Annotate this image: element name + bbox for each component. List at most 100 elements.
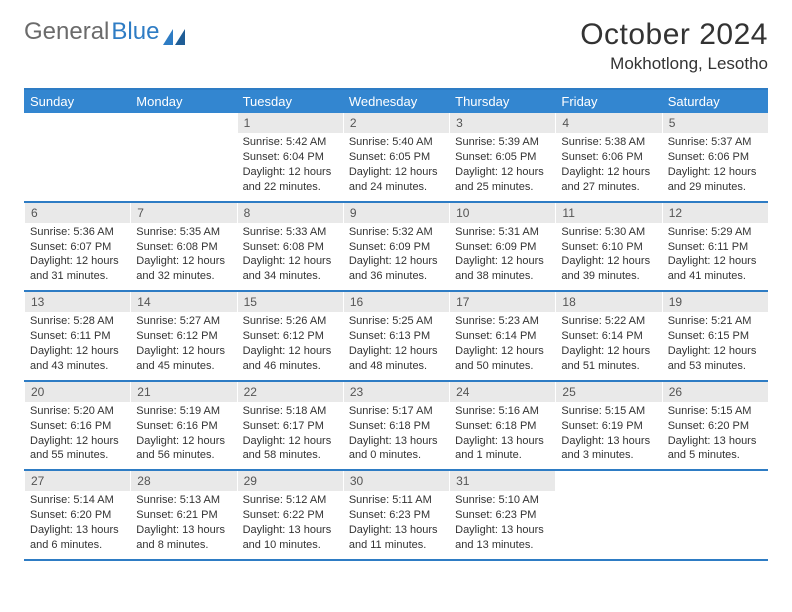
day-info: Sunrise: 5:10 AMSunset: 6:23 PMDaylight:… — [449, 493, 555, 552]
day-info: Sunrise: 5:23 AMSunset: 6:14 PMDaylight:… — [449, 314, 555, 373]
day-cell: 12Sunrise: 5:29 AMSunset: 6:11 PMDayligh… — [662, 203, 768, 291]
day-daylight2: and 3 minutes. — [561, 448, 655, 463]
day-daylight1: Daylight: 12 hours — [243, 165, 337, 180]
day-daylight1: Daylight: 13 hours — [349, 434, 443, 449]
day-cell: 6Sunrise: 5:36 AMSunset: 6:07 PMDaylight… — [24, 203, 130, 291]
day-sunset: Sunset: 6:13 PM — [349, 329, 443, 344]
day-sunrise: Sunrise: 5:21 AM — [668, 314, 762, 329]
day-daylight2: and 58 minutes. — [243, 448, 337, 463]
day-sunrise: Sunrise: 5:25 AM — [349, 314, 443, 329]
day-sunrise: Sunrise: 5:32 AM — [349, 225, 443, 240]
day-daylight1: Daylight: 13 hours — [455, 434, 549, 449]
day-number: 17 — [449, 292, 555, 312]
day-daylight2: and 53 minutes. — [668, 359, 762, 374]
day-info: Sunrise: 5:31 AMSunset: 6:09 PMDaylight:… — [449, 225, 555, 284]
day-info: Sunrise: 5:15 AMSunset: 6:20 PMDaylight:… — [662, 404, 768, 463]
day-daylight2: and 10 minutes. — [243, 538, 337, 553]
day-sunrise: Sunrise: 5:40 AM — [349, 135, 443, 150]
logo-sail-icon — [163, 24, 185, 40]
day-sunset: Sunset: 6:20 PM — [30, 508, 124, 523]
day-info: Sunrise: 5:14 AMSunset: 6:20 PMDaylight:… — [24, 493, 130, 552]
day-info: Sunrise: 5:33 AMSunset: 6:08 PMDaylight:… — [237, 225, 343, 284]
day-daylight1: Daylight: 12 hours — [30, 344, 124, 359]
day-info: Sunrise: 5:18 AMSunset: 6:17 PMDaylight:… — [237, 404, 343, 463]
weekday-label: Tuesday — [237, 90, 343, 113]
week-row: 13Sunrise: 5:28 AMSunset: 6:11 PMDayligh… — [24, 292, 768, 382]
day-cell: 9 Sunrise: 5:32 AMSunset: 6:09 PMDaylight… — [343, 203, 449, 291]
day-info: Sunrise: 5:38 AMSunset: 6:06 PMDaylight:… — [555, 135, 661, 194]
day-daylight1: Daylight: 12 hours — [349, 165, 443, 180]
weekday-row: SundayMondayTuesdayWednesdayThursdayFrid… — [24, 90, 768, 113]
day-number: 9 — [343, 203, 449, 223]
day-cell: 2Sunrise: 5:40 AMSunset: 6:05 PMDaylight… — [343, 113, 449, 201]
day-sunset: Sunset: 6:10 PM — [561, 240, 655, 255]
day-sunset: Sunset: 6:08 PM — [136, 240, 230, 255]
day-daylight1: Daylight: 13 hours — [668, 434, 762, 449]
weekday-label: Monday — [130, 90, 236, 113]
day-number: 31 — [449, 471, 555, 491]
day-daylight1: Daylight: 12 hours — [455, 344, 549, 359]
day-info: Sunrise: 5:39 AMSunset: 6:05 PMDaylight:… — [449, 135, 555, 194]
day-sunrise: Sunrise: 5:22 AM — [561, 314, 655, 329]
week-row: 20Sunrise: 5:20 AMSunset: 6:16 PMDayligh… — [24, 382, 768, 472]
day-number: 8 — [237, 203, 343, 223]
day-number: 16 — [343, 292, 449, 312]
day-cell: 8Sunrise: 5:33 AMSunset: 6:08 PMDaylight… — [237, 203, 343, 291]
day-info: Sunrise: 5:15 AMSunset: 6:19 PMDaylight:… — [555, 404, 661, 463]
day-daylight1: Daylight: 12 hours — [243, 434, 337, 449]
day-daylight1: Daylight: 12 hours — [561, 165, 655, 180]
day-sunrise: Sunrise: 5:37 AM — [668, 135, 762, 150]
day-daylight1: Daylight: 12 hours — [668, 165, 762, 180]
day-daylight1: Daylight: 12 hours — [243, 254, 337, 269]
day-daylight2: and 38 minutes. — [455, 269, 549, 284]
header: GeneralBlue October 2024 Mokhotlong, Les… — [24, 18, 768, 74]
day-daylight1: Daylight: 12 hours — [349, 254, 443, 269]
day-info: Sunrise: 5:42 AMSunset: 6:04 PMDaylight:… — [237, 135, 343, 194]
day-number: 7 — [130, 203, 236, 223]
logo-text-blue: Blue — [111, 18, 159, 46]
day-daylight1: Daylight: 13 hours — [136, 523, 230, 538]
day-number: 24 — [449, 382, 555, 402]
day-cell: 28Sunrise: 5:13 AMSunset: 6:21 PMDayligh… — [130, 471, 236, 559]
day-sunset: Sunset: 6:17 PM — [243, 419, 337, 434]
day-cell: 20Sunrise: 5:20 AMSunset: 6:16 PMDayligh… — [24, 382, 130, 470]
day-sunrise: Sunrise: 5:33 AM — [243, 225, 337, 240]
weekday-label: Wednesday — [343, 90, 449, 113]
day-sunset: Sunset: 6:14 PM — [561, 329, 655, 344]
month-title: October 2024 — [580, 18, 768, 52]
day-sunset: Sunset: 6:09 PM — [349, 240, 443, 255]
day-sunrise: Sunrise: 5:42 AM — [243, 135, 337, 150]
day-daylight1: Daylight: 12 hours — [349, 344, 443, 359]
day-number: 23 — [343, 382, 449, 402]
day-daylight2: and 39 minutes. — [561, 269, 655, 284]
calendar: SundayMondayTuesdayWednesdayThursdayFrid… — [24, 88, 768, 561]
day-sunset: Sunset: 6:06 PM — [668, 150, 762, 165]
day-sunrise: Sunrise: 5:10 AM — [455, 493, 549, 508]
day-info: Sunrise: 5:22 AMSunset: 6:14 PMDaylight:… — [555, 314, 661, 373]
day-sunset: Sunset: 6:11 PM — [668, 240, 762, 255]
day-daylight2: and 11 minutes. — [349, 538, 443, 553]
day-daylight2: and 55 minutes. — [30, 448, 124, 463]
day-sunset: Sunset: 6:09 PM — [455, 240, 549, 255]
day-sunrise: Sunrise: 5:17 AM — [349, 404, 443, 419]
day-sunrise: Sunrise: 5:13 AM — [136, 493, 230, 508]
day-daylight2: and 41 minutes. — [668, 269, 762, 284]
day-sunset: Sunset: 6:19 PM — [561, 419, 655, 434]
day-number: 18 — [555, 292, 661, 312]
day-daylight1: Daylight: 12 hours — [668, 344, 762, 359]
day-info: Sunrise: 5:21 AMSunset: 6:15 PMDaylight:… — [662, 314, 768, 373]
day-cell: 24Sunrise: 5:16 AMSunset: 6:18 PMDayligh… — [449, 382, 555, 470]
day-info: Sunrise: 5:28 AMSunset: 6:11 PMDaylight:… — [24, 314, 130, 373]
day-cell: 11Sunrise: 5:30 AMSunset: 6:10 PMDayligh… — [555, 203, 661, 291]
day-daylight1: Daylight: 12 hours — [561, 254, 655, 269]
day-cell: 3Sunrise: 5:39 AMSunset: 6:05 PMDaylight… — [449, 113, 555, 201]
day-cell: 23Sunrise: 5:17 AMSunset: 6:18 PMDayligh… — [343, 382, 449, 470]
day-cell: . — [24, 113, 130, 201]
day-number: 26 — [662, 382, 768, 402]
day-sunset: Sunset: 6:11 PM — [30, 329, 124, 344]
day-daylight2: and 5 minutes. — [668, 448, 762, 463]
day-number: 22 — [237, 382, 343, 402]
week-row: 6Sunrise: 5:36 AMSunset: 6:07 PMDaylight… — [24, 203, 768, 293]
day-sunset: Sunset: 6:16 PM — [30, 419, 124, 434]
day-daylight1: Daylight: 13 hours — [243, 523, 337, 538]
